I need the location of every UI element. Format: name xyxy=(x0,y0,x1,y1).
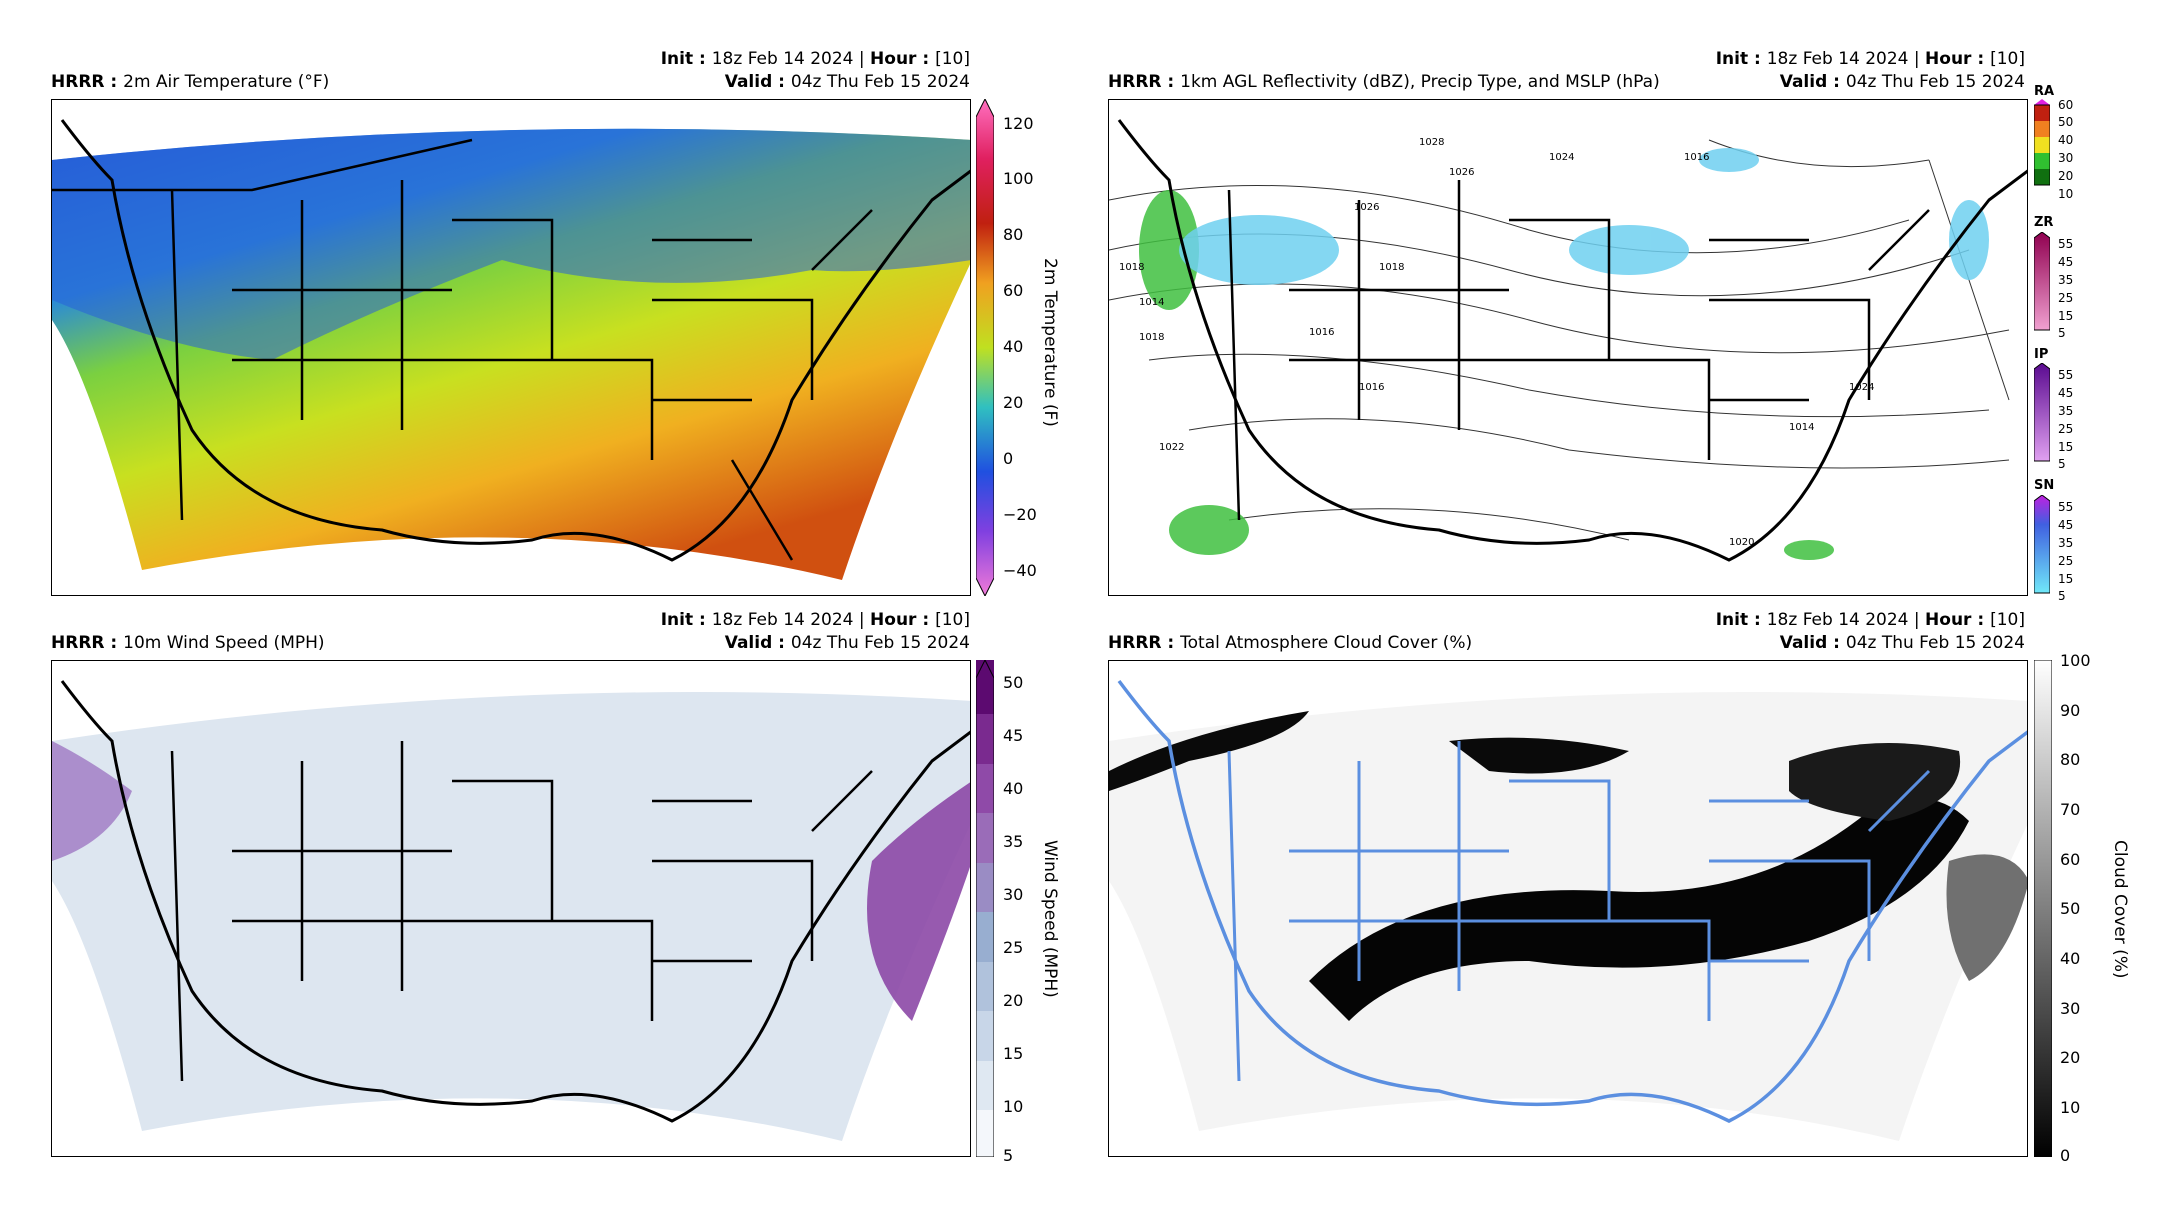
init-line: Init : 18z Feb 14 2024 | Hour : [10] xyxy=(1715,610,2025,630)
land-borders xyxy=(52,138,873,561)
zr-colorbar xyxy=(2033,231,2051,332)
colorbar-label: Wind Speed (MPH) xyxy=(1040,840,1060,998)
panel-title: HRRR : 1km AGL Reflectivity (dBZ), Preci… xyxy=(1108,72,1660,92)
svg-text:1020: 1020 xyxy=(1729,537,1754,548)
panel-title: HRRR : 10m Wind Speed (MPH) xyxy=(51,633,325,653)
isobar-labels: 1028 1026 1024 1014 1016 1026 1024 1018 … xyxy=(1119,137,1874,548)
coastline xyxy=(1117,679,2027,1123)
init-line: Init : 18z Feb 14 2024 | Hour : [10] xyxy=(1715,49,2025,69)
wind-colorbar xyxy=(975,658,995,1158)
coastline xyxy=(1117,119,2027,562)
reflectivity-map: 1028 1026 1024 1014 1016 1026 1024 1018 … xyxy=(1108,99,2028,596)
cloud-map xyxy=(1108,660,2028,1157)
svg-text:1028: 1028 xyxy=(1419,137,1444,148)
valid-line: Valid : 04z Thu Feb 15 2024 xyxy=(724,633,970,653)
ip-colorbar xyxy=(2033,362,2051,463)
coastline xyxy=(60,680,970,1123)
svg-text:1018: 1018 xyxy=(1379,262,1404,273)
cloud-gray-east xyxy=(1946,854,2027,981)
panel-title: HRRR : 2m Air Temperature (°F) xyxy=(51,72,330,92)
ra-colorbar xyxy=(2033,99,2051,201)
colorbar-label: 2m Temperature (F) xyxy=(1040,258,1060,427)
coastline xyxy=(60,119,970,562)
svg-text:1016: 1016 xyxy=(1309,327,1334,338)
land-borders xyxy=(1227,180,1930,521)
isobars xyxy=(1109,139,2010,541)
cloud-colorbar xyxy=(2033,659,2053,1158)
tick: −20 xyxy=(1003,505,1037,524)
tick: −40 xyxy=(1003,561,1037,580)
svg-text:1016: 1016 xyxy=(1359,382,1384,393)
svg-text:1026: 1026 xyxy=(1354,202,1379,213)
tick: 60 xyxy=(1003,281,1024,300)
precip-snow xyxy=(1179,148,1989,285)
wind-high-east xyxy=(867,782,970,1021)
svg-text:1018: 1018 xyxy=(1139,332,1164,343)
valid-line: Valid : 04z Thu Feb 15 2024 xyxy=(724,72,970,92)
ptype-ip-label: IP xyxy=(2034,347,2049,362)
precip-rain xyxy=(1139,190,1834,560)
tick: 80 xyxy=(1003,225,1024,244)
svg-text:1014: 1014 xyxy=(1139,297,1164,308)
wind-field xyxy=(52,692,970,1141)
wind-map xyxy=(51,660,971,1157)
ptype-ra-label: RA xyxy=(2034,84,2055,99)
svg-text:1024: 1024 xyxy=(1549,152,1574,163)
tick: 40 xyxy=(1003,337,1024,356)
svg-text:1016: 1016 xyxy=(1684,152,1709,163)
cloud-band-nw xyxy=(1109,711,1309,791)
valid-line: Valid : 04z Thu Feb 15 2024 xyxy=(1779,72,2025,92)
land-borders xyxy=(1227,741,1931,1082)
valid-line: Valid : 04z Thu Feb 15 2024 xyxy=(1779,633,2025,653)
panel-title: HRRR : Total Atmosphere Cloud Cover (%) xyxy=(1108,633,1473,653)
ptype-sn-label: SN xyxy=(2034,478,2055,493)
svg-text:1022: 1022 xyxy=(1159,442,1184,453)
tick: 0 xyxy=(1003,449,1014,468)
temperature-map xyxy=(51,99,971,596)
sn-colorbar xyxy=(2033,494,2051,595)
ptype-zr-label: ZR xyxy=(2034,215,2054,230)
cloud-band-ne xyxy=(1789,743,1961,821)
init-line: Init : 18z Feb 14 2024 | Hour : [10] xyxy=(660,610,970,630)
land-borders xyxy=(170,741,873,1082)
svg-text:1018: 1018 xyxy=(1119,262,1144,273)
svg-text:1024: 1024 xyxy=(1849,382,1874,393)
svg-text:1026: 1026 xyxy=(1449,167,1474,178)
init-line: Init : 18z Feb 14 2024 | Hour : [10] xyxy=(660,49,970,69)
tick: 100 xyxy=(1003,169,1034,188)
tick: 20 xyxy=(1003,393,1024,412)
tick: 120 xyxy=(1003,114,1034,133)
wind-high-west xyxy=(52,741,132,861)
colorbar-label: Cloud Cover (%) xyxy=(2110,840,2130,979)
svg-text:1014: 1014 xyxy=(1789,422,1814,433)
cold-region xyxy=(52,128,970,360)
cloud-band-main xyxy=(1309,798,1969,1021)
temperature-colorbar xyxy=(975,97,995,598)
cloud-band-north xyxy=(1449,737,1629,774)
